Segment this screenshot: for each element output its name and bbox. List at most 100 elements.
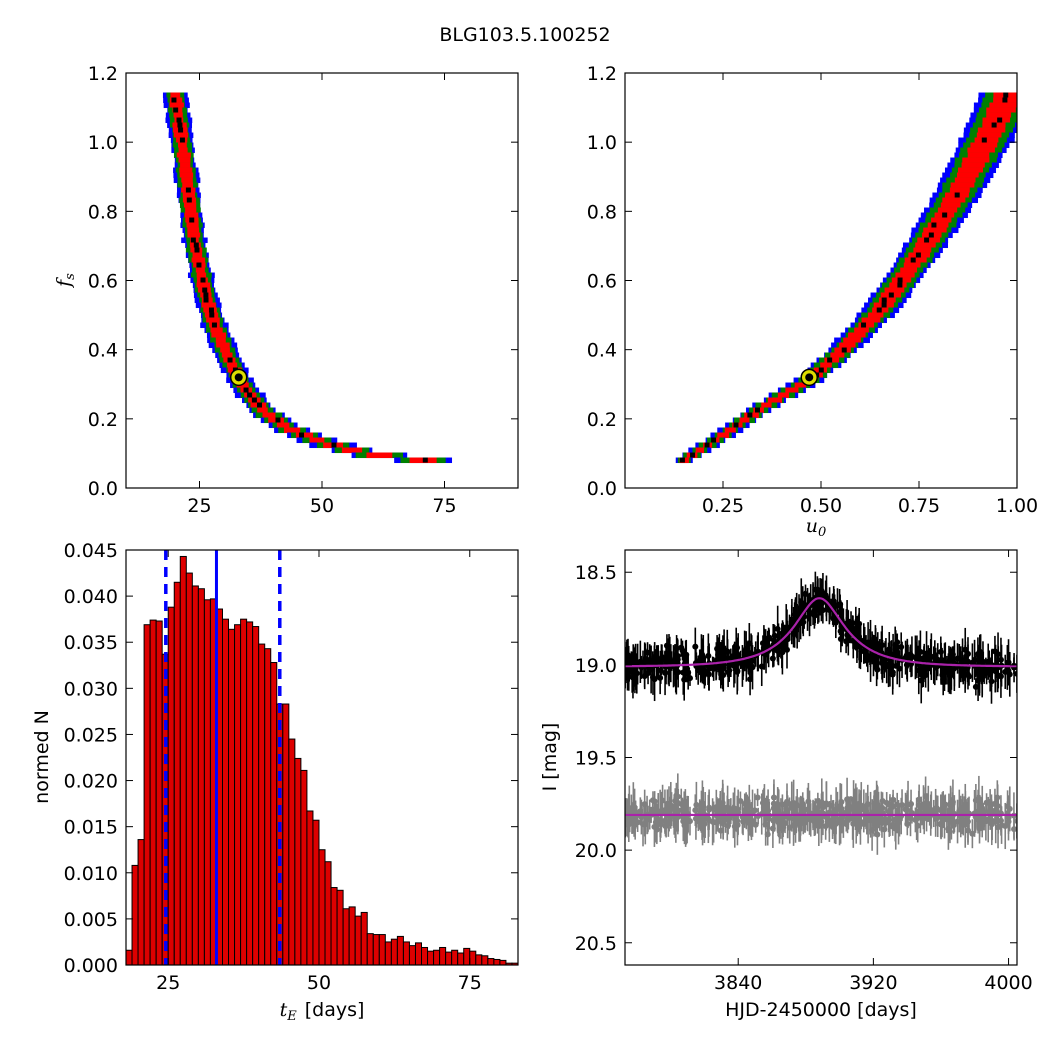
- heatmap-cell: [193, 242, 199, 248]
- histogram-bar: [487, 958, 495, 966]
- histogram-bar: [221, 618, 230, 966]
- x-tick-label: 0.75: [898, 495, 940, 517]
- data-point: [762, 821, 769, 828]
- data-point: [867, 816, 874, 823]
- heatmap-cell: [341, 447, 363, 454]
- data-point: [805, 798, 812, 805]
- histogram-bars: [125, 555, 519, 966]
- heatmap-cell: [861, 317, 881, 324]
- data-point: [823, 800, 830, 807]
- data-point: [629, 816, 636, 823]
- histogram-bar: [457, 952, 465, 966]
- data-point: [826, 809, 833, 816]
- heatmap-cell: [189, 217, 195, 223]
- data-point: [962, 801, 969, 808]
- heatmap-cell: [191, 257, 206, 264]
- y-tick-label: 0.005: [64, 909, 118, 931]
- heatmap-cell: [942, 212, 948, 218]
- data-point: [819, 589, 826, 596]
- histogram-bar: [324, 861, 332, 966]
- histogram-bar: [137, 839, 145, 966]
- heatmap-cell: [190, 237, 196, 243]
- data-point: [934, 656, 941, 663]
- model-curve: [625, 597, 1017, 668]
- data-point: [799, 800, 806, 807]
- data-point: [892, 816, 899, 823]
- heatmap-cell: [970, 142, 998, 149]
- heatmap-cell: [830, 352, 845, 359]
- data-point: [1006, 671, 1013, 678]
- heatmap-cell: [962, 157, 990, 164]
- heatmap-cell: [924, 237, 930, 243]
- panel-fs-vs-u0: 0.25 0.50 0.75 1.00 0.0 0.2 0.4 0.6 0.8 1.0 1.2 u0: [587, 63, 1038, 540]
- histogram-bar: [408, 945, 416, 966]
- data-point: [831, 814, 838, 821]
- heatmap-cell: [967, 147, 995, 154]
- y-tick-label: 0.0: [88, 478, 118, 500]
- y-tick-label: 0.030: [64, 678, 118, 700]
- data-point: [762, 642, 769, 649]
- data-point: [779, 801, 786, 808]
- heatmap-cell: [839, 342, 856, 349]
- data-point: [905, 653, 912, 660]
- y-tick-label: 0.6: [587, 271, 617, 293]
- tick-labels: 3840 3920 4000 18.5 19.0 19.5 20.0 20.5: [575, 550, 1033, 994]
- histogram-bar: [155, 620, 163, 966]
- histogram-bar: [179, 555, 187, 966]
- heatmap-cell: [861, 322, 867, 328]
- data-point: [659, 655, 666, 662]
- data-point: [920, 801, 927, 808]
- data-point: [770, 794, 777, 801]
- data-point: [725, 662, 732, 669]
- data-point: [972, 683, 979, 690]
- y-tick-label: 0.020: [64, 771, 118, 793]
- heatmap-cell: [227, 357, 233, 363]
- histogram-bar: [264, 648, 272, 966]
- heatmap-cell: [997, 117, 1003, 123]
- data-point: [918, 671, 925, 678]
- best-fit-dot: [234, 373, 243, 382]
- heatmap-cell: [679, 457, 685, 463]
- data-point: [885, 816, 892, 823]
- x-axis-label: HJD-2450000 [days]: [725, 999, 917, 1021]
- heatmap-cell: [927, 222, 949, 229]
- data-point: [892, 641, 899, 648]
- histogram-bar: [499, 959, 507, 966]
- histogram-bar: [270, 662, 278, 966]
- heatmap-cell: [173, 132, 189, 139]
- x-axis-label: u0: [806, 515, 827, 540]
- x-tick-label: 3920: [849, 972, 897, 994]
- best-fit-marker: [800, 368, 818, 387]
- y-tick-label: 0.015: [64, 817, 118, 839]
- heatmap-cell: [950, 182, 975, 189]
- histogram-bar: [378, 934, 386, 966]
- heatmap-cell: [903, 262, 921, 269]
- heatmap-cell: [196, 272, 207, 279]
- data-point: [730, 662, 737, 669]
- y-tick-label: 0.040: [64, 586, 118, 608]
- y-tick-label: 19.5: [575, 748, 617, 770]
- data-point: [927, 653, 934, 660]
- data-point: [798, 818, 805, 825]
- data-point: [626, 805, 633, 812]
- heatmap-cell: [991, 122, 997, 128]
- heatmap-cell: [794, 382, 807, 389]
- y-tick-label: 18.5: [575, 562, 617, 584]
- heatmap-cell: [275, 417, 281, 423]
- histogram-bar: [427, 950, 435, 966]
- histogram-bar: [246, 621, 254, 966]
- histogram-bar: [131, 864, 139, 966]
- histogram-bar: [258, 643, 266, 966]
- y-tick-label: 0.4: [587, 340, 617, 362]
- heatmap-cell: [747, 412, 753, 418]
- heatmap-cell: [854, 327, 869, 334]
- histogram-bar: [240, 618, 248, 966]
- histogram-bar: [360, 911, 368, 966]
- data-point: [856, 633, 863, 640]
- heatmap-cell: [900, 267, 918, 274]
- data-point: [856, 805, 863, 812]
- data-point: [714, 819, 721, 826]
- heatmap-cell: [1002, 97, 1008, 103]
- heatmap-cell: [173, 107, 179, 113]
- data-point: [965, 827, 972, 834]
